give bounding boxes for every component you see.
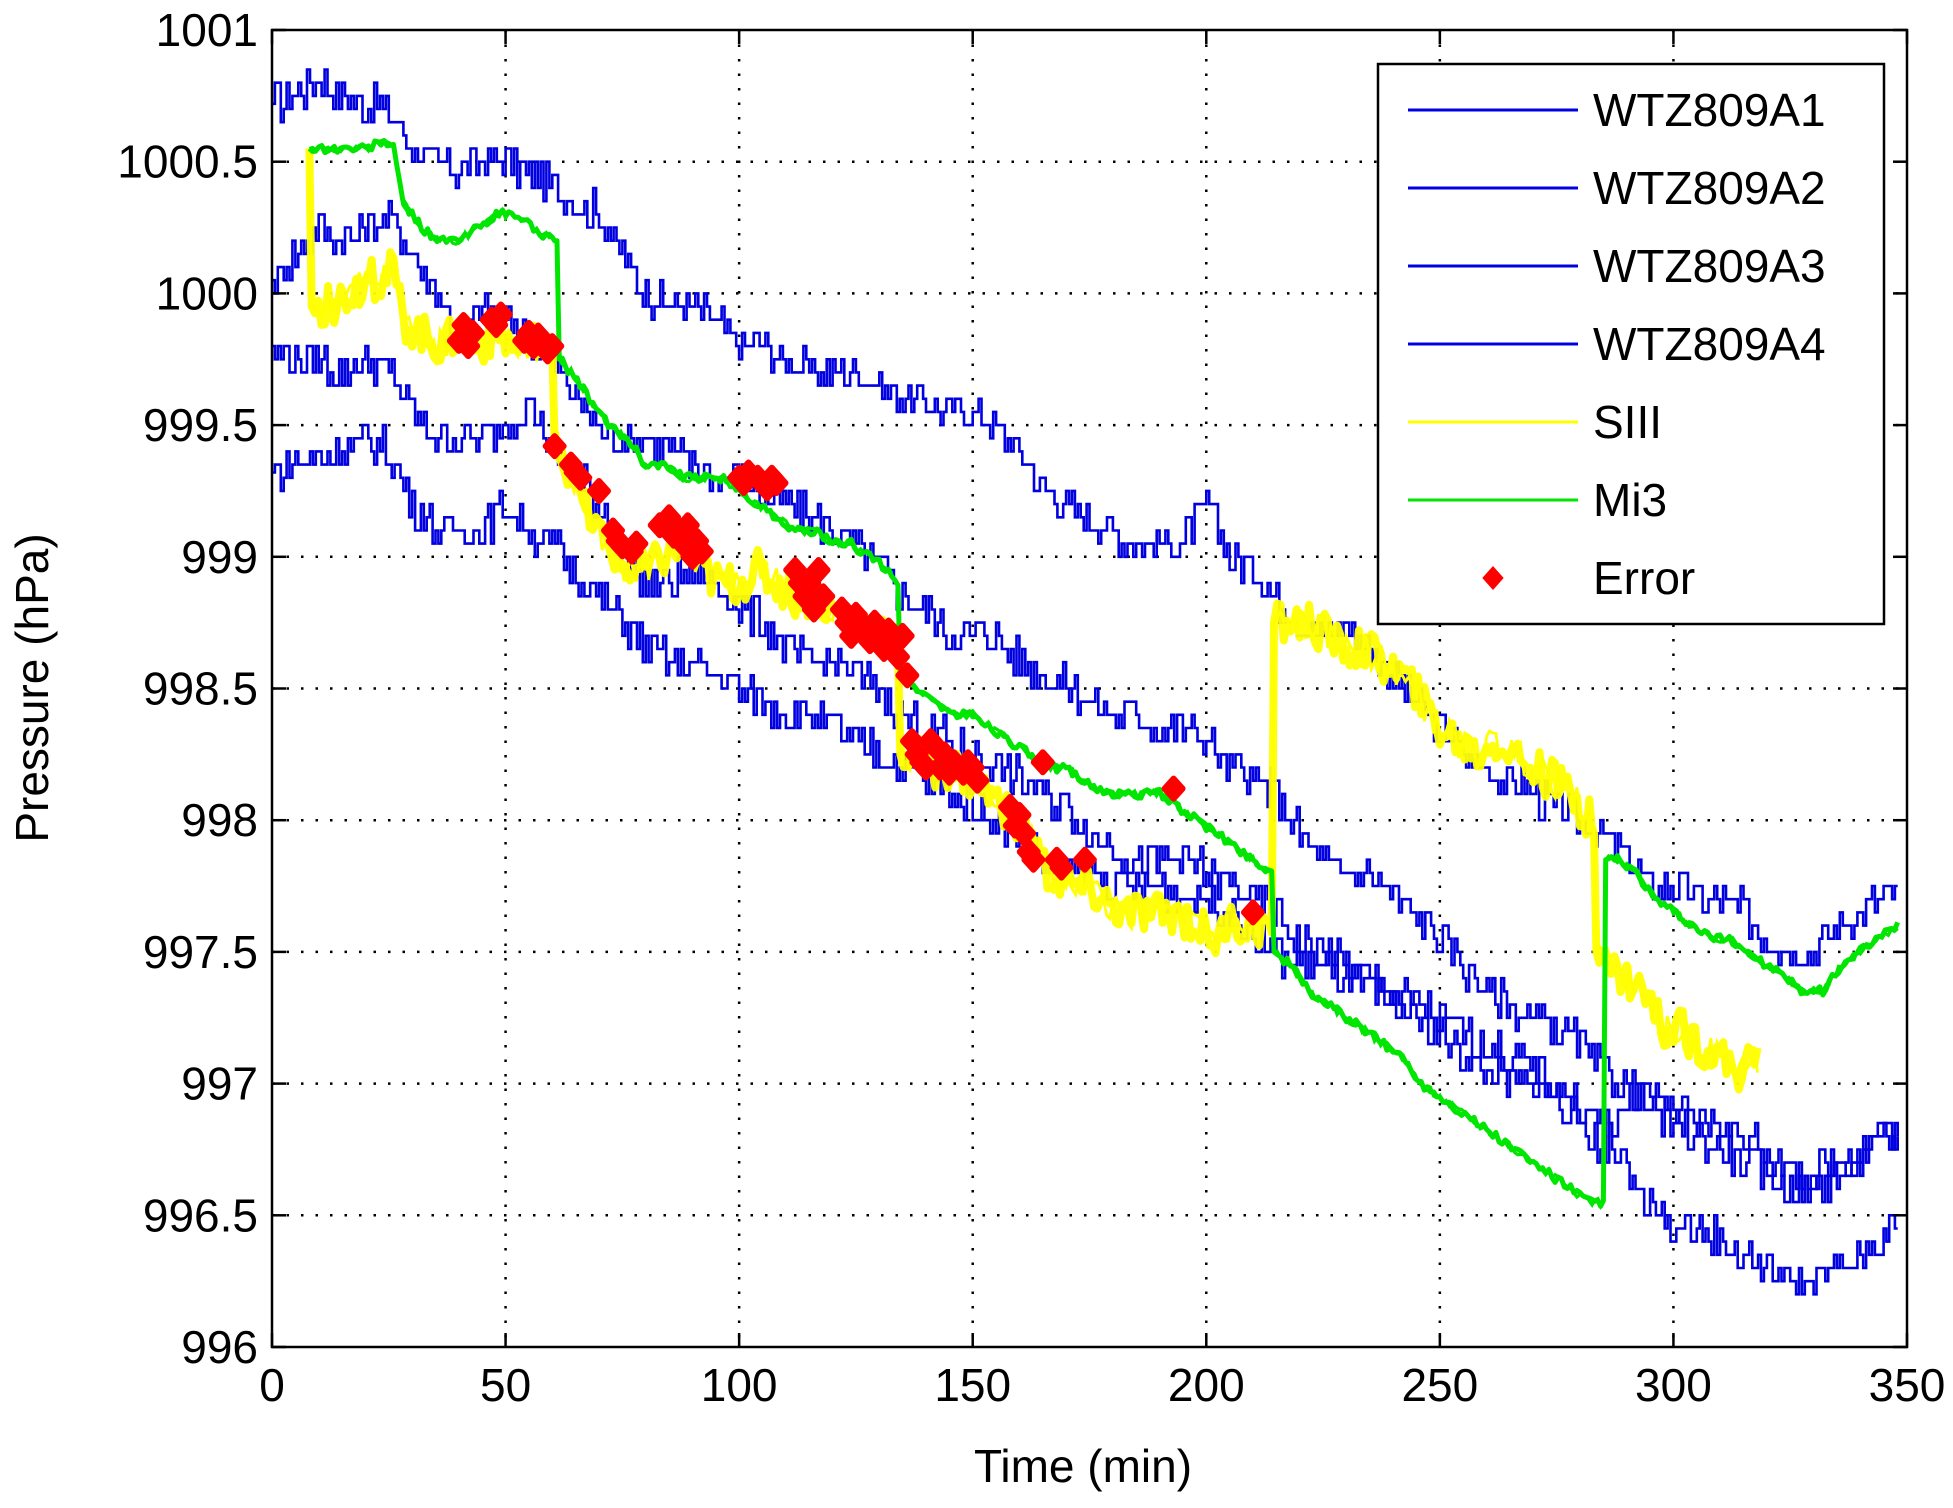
error-marker (587, 477, 611, 504)
error-marker (885, 643, 910, 670)
error-marker (675, 512, 700, 539)
error-marker (568, 464, 593, 491)
y-tick-label: 996 (181, 1321, 258, 1373)
x-tick-label: 50 (480, 1359, 531, 1411)
plot-area (272, 68, 1900, 1296)
error-marker (542, 433, 567, 460)
y-tick-label: 999 (181, 531, 258, 583)
legend-label-wtz809a3: WTZ809A3 (1593, 240, 1826, 292)
error-marker (460, 319, 485, 346)
x-tick-label: 150 (934, 1359, 1011, 1411)
error-marker (806, 556, 831, 583)
y-tick-label: 998.5 (143, 663, 258, 715)
x-tick-label: 250 (1401, 1359, 1478, 1411)
y-tick-label: 1001 (156, 4, 258, 56)
error-marker (764, 470, 789, 497)
error-marker (965, 767, 990, 794)
x-tick-label: 200 (1168, 1359, 1245, 1411)
x-tick-label: 300 (1635, 1359, 1712, 1411)
ticks-layer: 0 50 100 150 200 250 300 350 996 996.5 997 997.5 998… (117, 4, 1945, 1411)
x-tick-label: 350 (1869, 1359, 1946, 1411)
error-marker (624, 530, 649, 557)
y-tick-label: 996.5 (143, 1189, 258, 1241)
error-marker (890, 622, 915, 649)
legend-label-wtz809a4: WTZ809A4 (1593, 318, 1826, 370)
error-marker (1161, 775, 1186, 802)
error-marker (540, 333, 565, 360)
error-marker (689, 538, 714, 565)
error-marker (843, 601, 868, 628)
x-tick-label: 0 (259, 1359, 285, 1411)
y-tick-label: 1000 (156, 267, 258, 319)
legend-label-wtz809a2: WTZ809A2 (1593, 162, 1826, 214)
error-marker (811, 583, 836, 610)
legend-label-siii: SIII (1593, 396, 1662, 448)
y-tick-label: 997.5 (143, 926, 258, 978)
legend-label-mi3: Mi3 (1593, 474, 1667, 526)
error-marker (1049, 854, 1074, 881)
error-marker (1030, 749, 1055, 776)
error-marker (1072, 846, 1097, 873)
error-marker (1012, 820, 1037, 847)
series-line-wtz809a3 (272, 344, 1898, 1296)
x-tick-label: 100 (701, 1359, 778, 1411)
y-axis-label: Pressure (hPa) (6, 533, 58, 842)
legend-swatch-error (1482, 565, 1504, 591)
error-marker (488, 301, 513, 328)
error-marker (801, 596, 826, 623)
error-marker (895, 662, 920, 689)
error-marker (1007, 801, 1032, 828)
legend-label-error: Error (1593, 552, 1695, 604)
x-axis-label: Time (min) (974, 1440, 1192, 1492)
y-tick-label: 999.5 (143, 399, 258, 451)
y-tick-label: 998 (181, 794, 258, 846)
series-band-mi3 (307, 138, 1900, 1209)
y-tick-label: 997 (181, 1058, 258, 1110)
error-marker (1021, 846, 1046, 873)
error-marker (1241, 899, 1265, 926)
legend: WTZ809A1 WTZ809A2 WTZ809A3 WTZ809A4 SIII Mi3 E… (1376, 62, 1886, 626)
y-tick-label: 1000.5 (117, 136, 258, 188)
legend-label-wtz809a1: WTZ809A1 (1593, 84, 1826, 136)
